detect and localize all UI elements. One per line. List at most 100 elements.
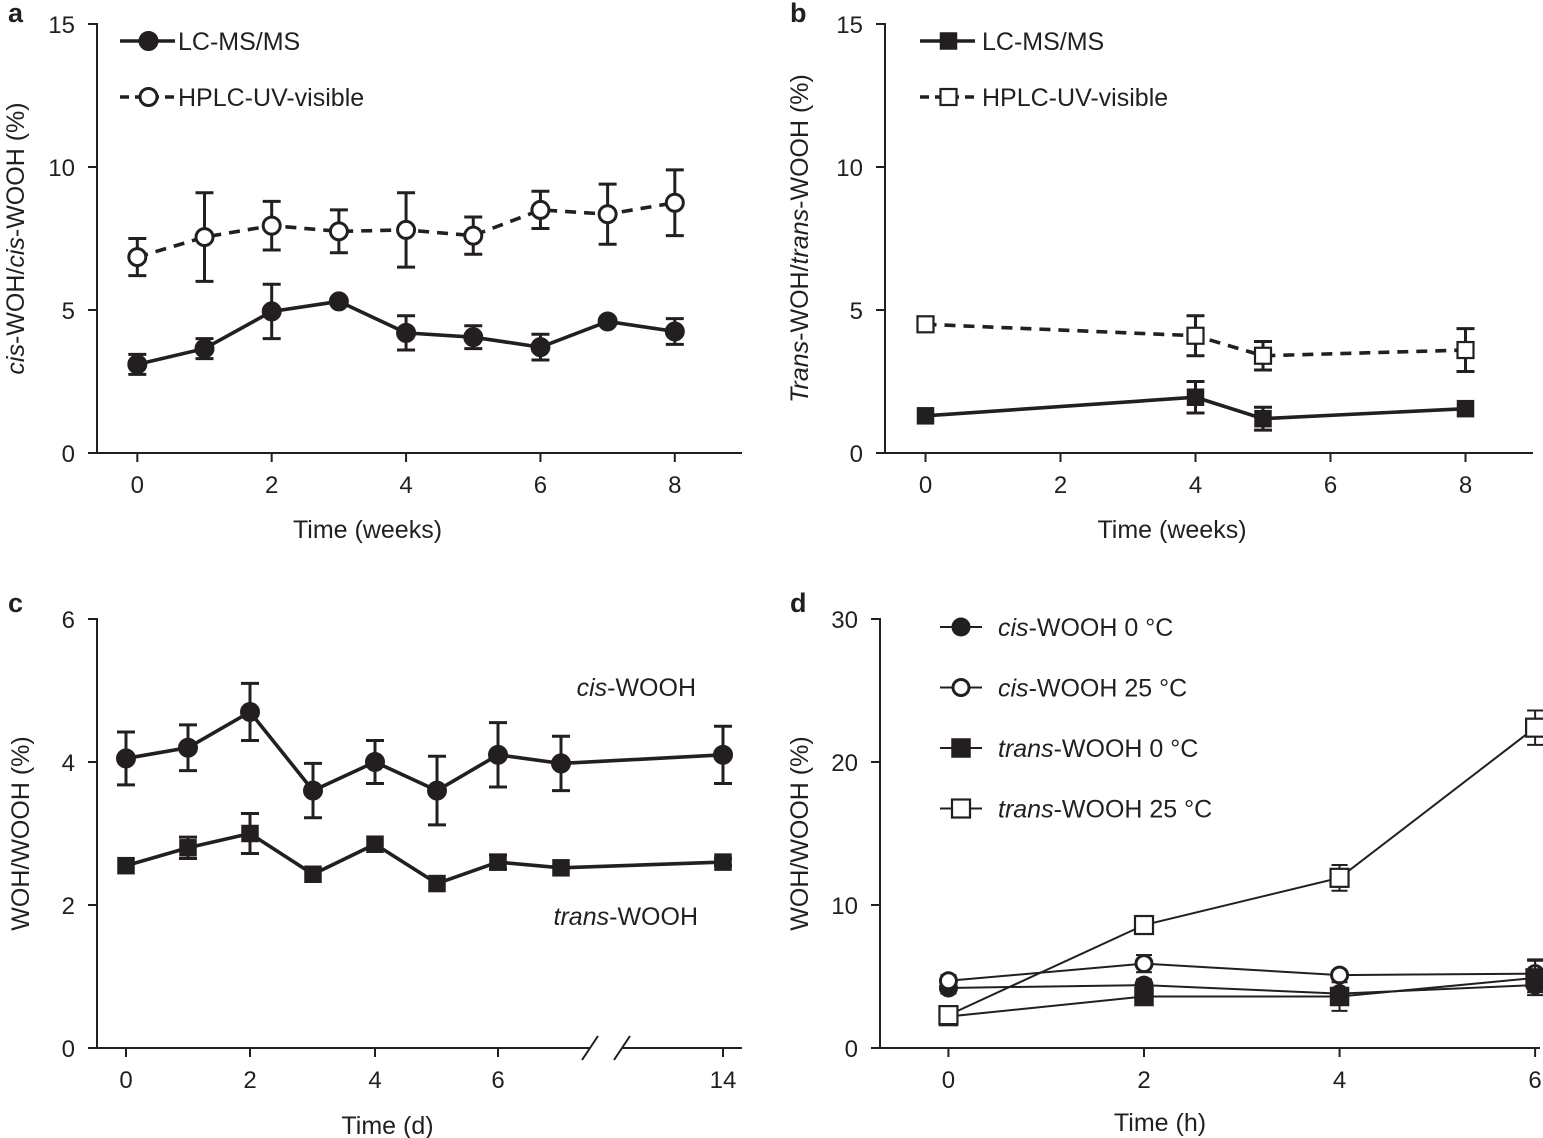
data-point — [366, 835, 384, 853]
series-line — [925, 395, 1466, 421]
data-point — [328, 291, 349, 312]
legend-label: HPLC-UV-visible — [982, 84, 1168, 112]
x-tick-label: 8 — [1459, 472, 1472, 499]
data-point — [530, 199, 551, 220]
data-point — [1133, 914, 1155, 936]
x-tick-label: 8 — [668, 472, 681, 499]
y-tick-label: 20 — [831, 750, 858, 777]
series-trans-wooh-0-c — [938, 959, 1543, 1027]
series-trans-wooh — [117, 811, 732, 893]
series-annotation: cis-WOOH — [577, 674, 696, 702]
y-tick-label: 0 — [845, 1036, 858, 1063]
y-tick-label: 10 — [831, 893, 858, 920]
data-point — [597, 311, 618, 332]
series-trans-wooh-25-c — [938, 709, 1543, 1026]
y-axis-title: Trans-WOH/trans-WOOH (%) — [786, 74, 814, 403]
data-point — [1329, 986, 1350, 1007]
panel-b: b 0 5 10 15 0 2 4 6 8 Time (weeks) Trans-WOH/trans-… — [786, 0, 1533, 544]
data-point — [1456, 399, 1475, 418]
data-point — [1134, 954, 1154, 974]
axis-break-mark — [613, 1035, 631, 1061]
x-tick-label: 4 — [1189, 472, 1202, 499]
series-line — [948, 726, 1536, 1017]
series-lc-ms-ms — [916, 380, 1475, 432]
data-point — [261, 301, 282, 322]
data-point — [463, 327, 484, 348]
x-tick-label: 2 — [265, 472, 278, 499]
legend-marker — [939, 87, 958, 107]
y-tick-label: 0 — [62, 441, 75, 468]
data-point — [1329, 867, 1350, 888]
panel-c: c 0 2 4 6 0 2 4 6 14 Time (d) WOH/WOOH (%) cis-WOOH t… — [7, 588, 742, 1138]
data-point — [194, 338, 215, 359]
series-hplc-uv-visible — [916, 314, 1475, 373]
data-point — [488, 744, 508, 765]
data-point — [1525, 968, 1543, 988]
series-cis-wooh — [116, 681, 733, 827]
data-point — [1330, 965, 1350, 985]
data-point — [551, 753, 571, 774]
data-point — [597, 204, 618, 225]
data-point — [396, 219, 417, 240]
series-hplc-uv-visible — [127, 168, 685, 283]
data-point — [530, 337, 551, 358]
x-tick-label: 6 — [534, 472, 547, 499]
x-tick-label: 2 — [243, 1067, 256, 1094]
x-tick-label: 0 — [919, 472, 932, 499]
data-point — [1456, 340, 1475, 360]
y-tick-label: 30 — [831, 607, 858, 634]
legend-label: LC-MS/MS — [982, 28, 1104, 56]
x-tick-label: 4 — [1333, 1067, 1346, 1094]
panel-a: a 0 5 10 15 0 2 4 6 8 Time (weeks) cis-WOH/cis-WOOH… — [2, 0, 742, 544]
data-point — [713, 744, 733, 765]
data-point — [261, 215, 282, 236]
data-point — [1525, 717, 1543, 738]
legend-label: cis-WOOH 25 °C — [998, 675, 1187, 703]
x-tick-label: 4 — [399, 472, 412, 499]
legend: cis-WOOH 0 °C cis-WOOH 25 °C trans-WOOH 0 … — [940, 614, 1212, 824]
y-tick-label: 15 — [48, 12, 75, 39]
panel-letter-d: d — [790, 588, 807, 618]
panel-letter-c: c — [8, 588, 23, 618]
data-point — [304, 865, 322, 884]
data-point — [240, 701, 260, 722]
y-tick-label: 5 — [850, 298, 863, 325]
legend: LC-MS/MS HPLC-UV-visible — [120, 28, 364, 112]
legend-marker — [939, 32, 958, 50]
data-point — [916, 315, 935, 334]
x-axis-title: Time (weeks) — [293, 516, 442, 544]
y-tick-label: 15 — [836, 12, 863, 39]
y-tick-label: 5 — [62, 298, 75, 325]
x-tick-label: 4 — [368, 1067, 381, 1094]
y-axis-title: WOH/WOOH (%) — [786, 736, 814, 930]
legend-label: LC-MS/MS — [178, 28, 300, 56]
data-point — [427, 780, 447, 801]
series-line — [948, 976, 1536, 1018]
data-point — [1186, 326, 1205, 345]
data-point — [194, 227, 215, 248]
panel-letter-b: b — [790, 0, 807, 28]
data-point — [1254, 409, 1272, 428]
x-tick-label: 6 — [1528, 1067, 1541, 1094]
axis-break-mark — [581, 1035, 599, 1061]
y-tick-label: 0 — [850, 441, 863, 468]
data-point — [179, 839, 197, 857]
y-tick-label: 6 — [62, 607, 75, 634]
data-point — [365, 752, 385, 772]
y-tick-label: 2 — [62, 893, 75, 920]
legend-marker — [138, 87, 159, 107]
x-tick-label: 0 — [942, 1067, 955, 1094]
series-lc-ms-ms — [127, 282, 685, 376]
series-line — [948, 962, 1536, 982]
legend-label: trans-WOOH 25 °C — [998, 796, 1212, 824]
data-point — [396, 322, 417, 343]
series-annotation: trans-WOOH — [554, 903, 698, 931]
data-point — [117, 856, 135, 875]
data-point — [127, 247, 148, 268]
legend: LC-MS/MS HPLC-UV-visible — [920, 28, 1168, 112]
series-cis-wooh-0-c — [938, 975, 1543, 1004]
data-point — [489, 853, 507, 871]
x-tick-label: 2 — [1137, 1067, 1150, 1094]
x-axis-title: Time (d) — [341, 1112, 433, 1138]
data-point — [303, 780, 323, 801]
